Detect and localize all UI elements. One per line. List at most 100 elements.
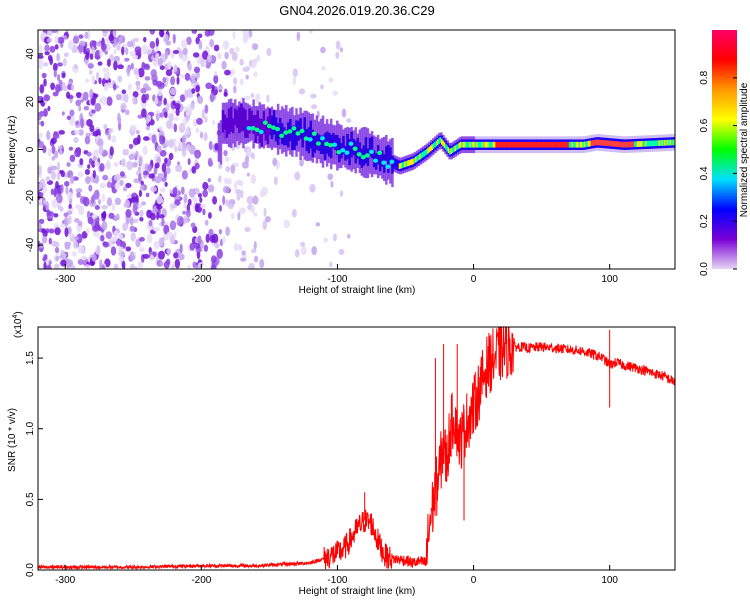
spectrogram-ridge-max — [646, 140, 649, 147]
colorbar-ticks: 0.0 0.2 0.4 0.6 0.8 — [699, 70, 737, 276]
spectrogram-ridge-max — [513, 141, 515, 148]
spectrogram-noise-cell — [55, 194, 63, 204]
spectrogram-y-tick-label: 20 — [25, 96, 36, 108]
spectrogram-noise-cell — [132, 218, 139, 224]
spectrogram-noise-cell — [168, 112, 174, 122]
spectrogram-noise-cell — [101, 193, 105, 203]
spectrogram-noise-cell — [85, 264, 90, 269]
spectrogram-noise-cell — [118, 255, 126, 262]
spectrogram-noise-cell — [262, 220, 268, 230]
spectrogram-noise-cell — [327, 173, 334, 181]
spectrogram-noise-cell — [174, 103, 181, 110]
spectrogram-noise-cell — [154, 176, 162, 184]
spectrogram-ridge-core — [229, 106, 233, 132]
spectrogram-ridge-max — [645, 140, 647, 147]
spectrogram-noise-cell — [58, 79, 63, 87]
spectrogram-noise-cell — [141, 61, 146, 71]
spectrogram-ridge-max — [432, 143, 435, 149]
spectrogram-noise-cell — [207, 184, 215, 193]
spectrogram-noise-cell — [102, 30, 109, 38]
spectrogram-noise-cell — [253, 255, 259, 263]
spectrogram-ridge-max — [617, 141, 620, 148]
spectrogram-noise-cell — [56, 171, 61, 181]
spectrogram-x-ticks: -300 -200 -100 0 100 — [55, 264, 618, 285]
spectrogram-ridge-core — [272, 110, 276, 135]
spectrogram-ridge-max — [473, 141, 476, 148]
spectrogram-noise-cell — [203, 59, 207, 67]
spectrogram-x-tick-label: 100 — [601, 274, 618, 285]
spectrogram-noise-cell — [108, 212, 115, 219]
spectrogram-ridge-max — [481, 141, 484, 148]
spectrogram-noise-cell — [46, 37, 52, 43]
spectrogram-ridge-peak — [279, 133, 285, 138]
spectrogram-noise-cell — [87, 63, 94, 69]
spectrogram-ridge-max — [476, 141, 478, 148]
spectrogram-noise-cell — [125, 182, 132, 189]
spectrogram-noise-cell — [193, 243, 201, 250]
spectrogram-noise-cell — [200, 58, 205, 68]
spectrogram-noise-cell — [132, 54, 139, 60]
spectrogram-noise-cell — [256, 54, 261, 62]
spectrogram-noise-cell — [51, 199, 58, 208]
spectrogram-ridge-core — [266, 116, 270, 145]
svg-text:(x104): (x104) — [12, 311, 24, 338]
spectrogram-ridge-max — [470, 141, 473, 148]
spectrogram-noise-cell — [126, 160, 134, 171]
spectrogram-noise-cell — [172, 33, 176, 44]
spectrogram-noise-cell — [50, 82, 56, 91]
spectrogram-noise-cell — [38, 140, 45, 149]
spectrogram-noise-cell — [311, 246, 318, 256]
spectrogram-noise-cell — [48, 228, 55, 234]
spectrogram-noise-cell — [191, 88, 196, 94]
spectrogram-ridge-core — [397, 160, 400, 171]
spectrogram-ridge-core — [221, 110, 225, 133]
spectrogram-noise-cell — [309, 183, 316, 193]
spectrogram-ridge-max — [632, 141, 635, 148]
spectrogram-ridge-max — [514, 141, 516, 148]
spectrogram-noise-cell — [83, 196, 90, 207]
spectrogram-ridge-max — [477, 141, 480, 148]
spectrogram-noise-cell — [163, 97, 167, 106]
spectrogram-noise-cell — [122, 222, 128, 232]
spectrogram-noise-cell — [294, 171, 301, 181]
spectrogram-noise-cell — [169, 220, 177, 231]
spectrogram-noise-cell — [298, 88, 306, 95]
spectrogram-noise-cell — [74, 129, 80, 135]
spectrogram-noise-cell — [224, 156, 230, 163]
spectrogram-noise-cell — [38, 201, 43, 206]
spectrogram-noise-cell — [190, 73, 196, 82]
spectrogram-noise-cell — [82, 91, 89, 101]
spectrogram-noise-cell — [185, 209, 191, 218]
spectrogram-noise-cell — [163, 224, 170, 235]
spectrogram-noise-cell — [205, 233, 210, 244]
spectrogram-noise-cell — [250, 59, 257, 69]
spectrogram-noise-cell — [100, 42, 107, 51]
spectrogram-noise-cell — [159, 149, 167, 157]
spectrogram-noise-cell — [190, 222, 196, 229]
spectrogram-ridge-max — [544, 141, 546, 148]
spectrogram-ridge-max — [664, 139, 666, 146]
spectrogram-ridge-peak — [254, 127, 260, 133]
spectrogram-noise-cell — [142, 145, 148, 155]
spectrogram-ridge-peak — [299, 128, 305, 134]
spectrogram-noise-cell — [250, 92, 255, 98]
colorbar-tick-label: 0.2 — [699, 214, 710, 228]
spectrogram-noise-cell — [110, 246, 117, 256]
spectrogram-noise-cell — [88, 157, 93, 165]
spectrogram-noise-cell — [151, 134, 157, 144]
spectrogram-noise-cell — [84, 78, 90, 83]
spectrogram-noise-cell — [90, 97, 96, 106]
spectrogram-noise-cell — [97, 138, 104, 147]
spectrogram-ridge-max — [438, 138, 440, 145]
spectrogram-noise-cell — [75, 188, 83, 193]
spectrogram-noise-cell — [320, 46, 326, 54]
spectrogram-noise-cell — [179, 243, 183, 254]
spectrogram-noise-cell — [102, 210, 107, 220]
spectrogram-noise-cell — [244, 95, 251, 101]
spectrogram-ridge-max — [401, 162, 404, 169]
spectrogram-ridge-max — [668, 139, 670, 146]
spectrogram-noise-cell — [246, 172, 250, 177]
spectrogram-ridge-max — [409, 159, 412, 166]
spectrogram-ridge-max — [464, 141, 466, 148]
spectrogram-noise-cell — [135, 238, 141, 248]
